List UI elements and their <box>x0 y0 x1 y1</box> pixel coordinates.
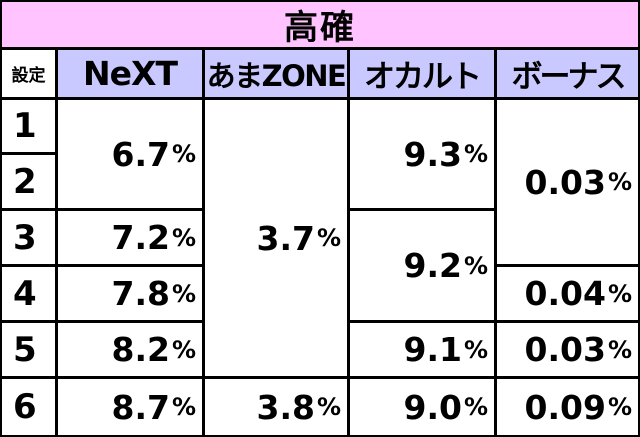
header-amazone: あまZONE <box>205 50 347 97</box>
setting-label-6: 6 <box>2 379 55 435</box>
okaruto-value-3-4: 9.2% <box>350 211 494 320</box>
bonus-value-4: 0.04% <box>497 267 638 320</box>
okaruto-value-5: 9.1% <box>350 323 494 376</box>
okaruto-value-6: 9.0% <box>350 379 494 435</box>
next-value-5: 8.2% <box>58 323 202 376</box>
header-okaruto: オカルト <box>350 50 494 97</box>
setting-label-1: 1 <box>2 100 55 152</box>
amazone-value-6: 3.8% <box>205 379 347 435</box>
table-title: 高確 <box>2 2 638 47</box>
next-value-6: 8.7% <box>58 379 202 435</box>
setting-label-5: 5 <box>2 323 55 376</box>
next-value-1-2: 6.7% <box>58 100 202 208</box>
next-value-4: 7.8% <box>58 267 202 320</box>
header-setting: 設定 <box>2 50 55 97</box>
setting-label-3: 3 <box>2 211 55 264</box>
header-bonus: ボーナス <box>497 50 638 97</box>
bonus-value-1-3: 0.03% <box>497 100 638 264</box>
header-next: NeXT <box>58 50 202 97</box>
setting-label-4: 4 <box>2 267 55 320</box>
next-value-3: 7.2% <box>58 211 202 264</box>
amazone-value-1-5: 3.7% <box>205 100 347 376</box>
okaruto-value-1-2: 9.3% <box>350 100 494 208</box>
setting-label-2: 2 <box>2 155 55 208</box>
bonus-value-6: 0.09% <box>497 379 638 435</box>
bonus-value-5: 0.03% <box>497 323 638 376</box>
